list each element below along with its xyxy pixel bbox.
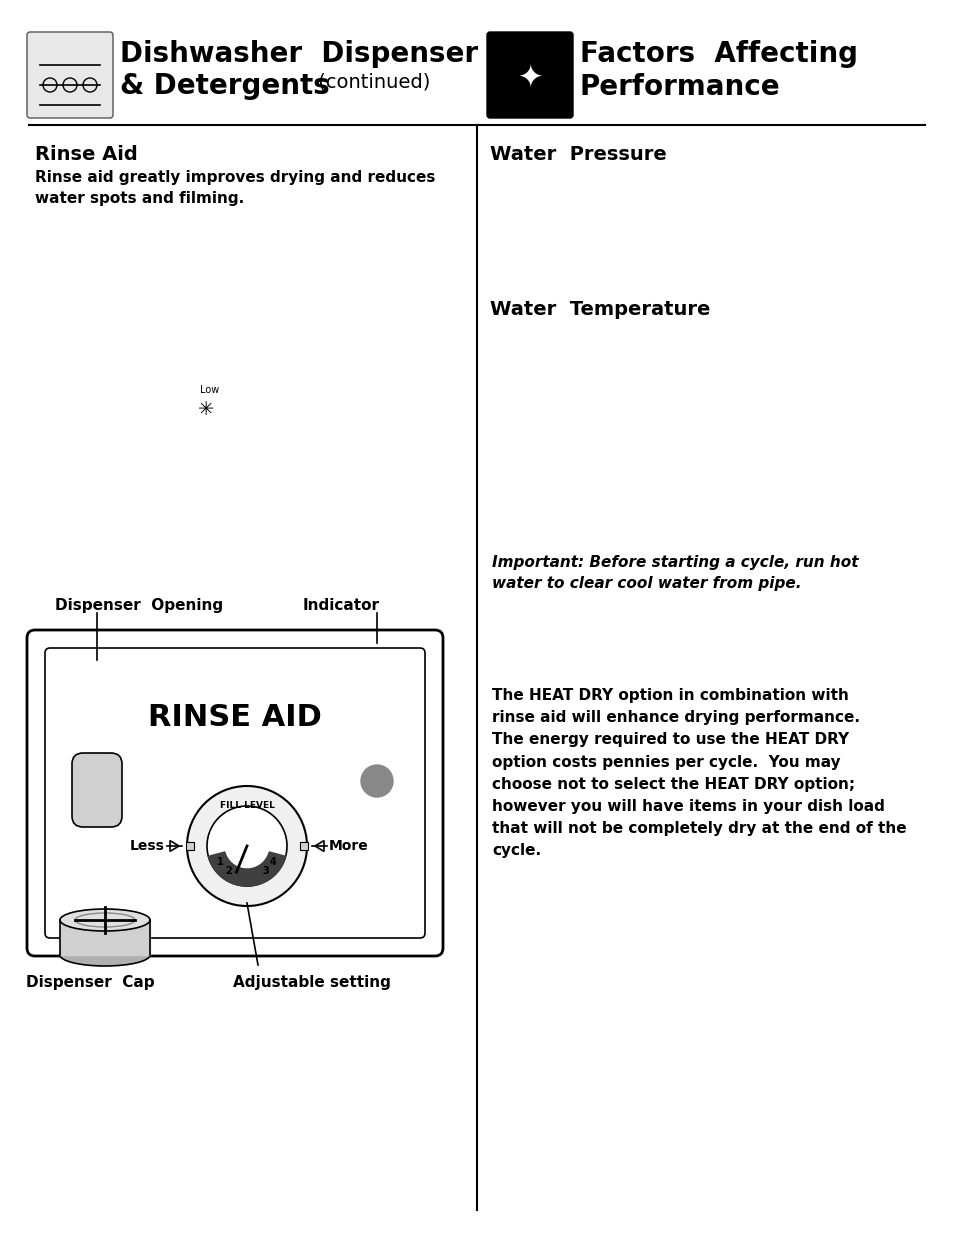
Polygon shape [60,920,150,955]
Text: & Detergents: & Detergents [120,72,330,100]
Text: Important: Before starting a cycle, run hot
water to clear cool water from pipe.: Important: Before starting a cycle, run … [492,555,858,592]
Circle shape [187,785,307,906]
FancyBboxPatch shape [27,32,112,119]
Text: Factors  Affecting: Factors Affecting [579,40,857,68]
Text: Performance: Performance [579,73,780,101]
FancyBboxPatch shape [45,648,424,939]
Text: RINSE AID: RINSE AID [148,703,321,732]
Text: Dispenser  Cap: Dispenser Cap [26,974,154,990]
Bar [186,842,193,850]
FancyBboxPatch shape [27,630,442,956]
Text: ✦: ✦ [517,63,542,93]
FancyBboxPatch shape [486,32,573,119]
Text: Dispenser  Opening: Dispenser Opening [55,598,223,613]
Ellipse shape [60,909,150,931]
Text: More: More [329,839,369,853]
FancyBboxPatch shape [71,753,122,827]
Text: Rinse aid greatly improves drying and reduces
water spots and filming.: Rinse aid greatly improves drying and re… [35,170,435,206]
Text: Less: Less [130,839,165,853]
Text: 4: 4 [270,857,276,867]
Text: FILL LEVEL: FILL LEVEL [219,802,274,810]
Text: Dishwasher  Dispenser: Dishwasher Dispenser [120,40,477,68]
Text: Adjustable setting: Adjustable setting [233,974,391,990]
Ellipse shape [60,944,150,966]
Circle shape [360,764,393,797]
Text: 1: 1 [217,857,224,867]
Text: 3: 3 [262,866,269,876]
Text: Low: Low [200,385,219,395]
Circle shape [207,806,287,885]
Text: The HEAT DRY option in combination with
rinse aid will enhance drying performanc: The HEAT DRY option in combination with … [492,688,905,858]
Text: Water  Temperature: Water Temperature [490,300,710,319]
Polygon shape [208,852,285,885]
Text: Indicator: Indicator [303,598,379,613]
Bar [299,842,308,850]
Text: 2: 2 [225,866,232,876]
Text: Water  Pressure: Water Pressure [490,144,666,164]
Text: (continued): (continued) [312,72,430,91]
Text: ✳: ✳ [198,400,214,419]
Text: Rinse Aid: Rinse Aid [35,144,137,164]
